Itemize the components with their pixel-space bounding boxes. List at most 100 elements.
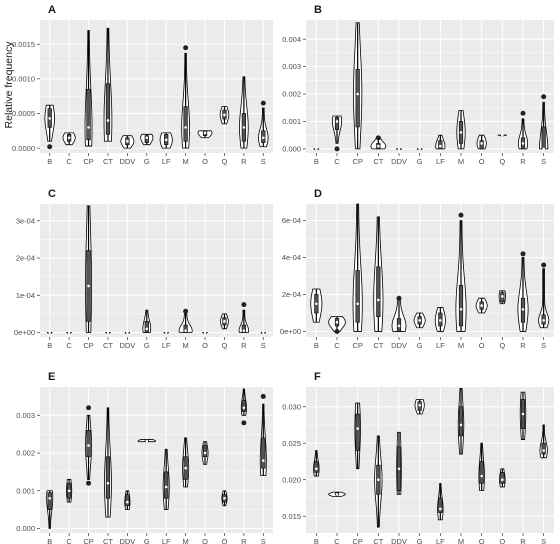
median-point [397,467,401,471]
violin-Q [219,106,230,125]
median-point [261,136,265,140]
y-tick-label: 0e+00 [280,327,301,336]
x-tick-label: M [458,537,464,544]
outlier-point [183,308,189,314]
violin-B [46,490,54,529]
violin-M [181,45,190,149]
x-tick-label: LF [436,157,445,166]
x-tick-label: DDV [391,157,407,166]
iqr-box [500,472,505,484]
violin-C [62,132,76,146]
median-point [184,329,187,332]
iqr-box [241,399,246,412]
violin-M [455,212,467,332]
median-point [145,136,149,140]
panel-background [306,387,554,533]
x-tick-label: B [47,157,52,166]
median-point [242,329,246,332]
x-tick-label: R [520,341,526,350]
violin-M [182,437,190,488]
iqr-box [202,445,208,458]
y-tick-label: 0.0015 [12,40,35,49]
median-point [480,474,483,478]
outlier-point [541,94,547,100]
violin-S [539,94,549,151]
panel-title: C [48,188,56,200]
iqr-box [144,135,149,143]
violin-CP [354,402,361,470]
panel-title: D [314,188,322,200]
iqr-box [183,324,188,333]
iqr-box [479,140,484,150]
violin-DDV [120,135,135,149]
panel-title: B [314,4,322,16]
median-point [501,478,504,482]
y-tick-label: 0.004 [282,35,301,44]
violin-B [44,104,55,150]
outlier-point [241,302,247,308]
violin-G [416,147,423,151]
median-point [164,485,168,489]
panel-background [40,204,273,337]
outlier-point [86,480,92,486]
violin-LF [437,482,444,521]
iqr-box [479,461,484,484]
x-tick-label: LF [162,341,171,350]
violin-G [142,309,152,333]
x-tick-label: CT [103,157,113,166]
median-point [315,147,318,151]
x-tick-label: G [144,537,150,544]
outlier-point [334,328,340,334]
violin-O [197,130,213,139]
iqr-box [376,266,381,317]
violin-R [517,251,529,332]
iqr-box [314,461,319,473]
panel-title: E [48,371,55,383]
x-tick-label: O [479,341,485,350]
y-tick-label: 0.000 [282,144,301,153]
violin-R [519,391,527,440]
x-tick-label: Q [499,157,505,166]
violin-CP [85,405,93,486]
median-point [48,331,52,334]
median-point [126,500,129,504]
outlier-point [260,393,266,399]
violin-B [313,147,320,151]
panel-d: 0e+00 2e-04 4e-04 6e-04 B C CP CT DDV G LF M O Q R S D [280,188,554,350]
x-tick-label: O [479,537,485,544]
median-point [184,126,187,129]
x-tick-label: S [541,157,546,166]
violin-CT [105,331,111,334]
panel-background [306,204,554,337]
x-tick-label: B [314,341,319,350]
median-point [377,478,380,482]
y-tick-label: 0.025 [282,439,301,448]
x-tick-label: Q [222,341,228,350]
x-tick-label: DDV [391,341,407,350]
median-point [164,138,168,142]
violin-S [538,262,550,329]
iqr-box [438,140,443,150]
median-point [48,117,52,120]
x-tick-label: R [241,537,247,544]
x-tick-label: LF [436,341,445,350]
violin-C [328,491,346,497]
x-tick-label: CT [373,157,383,166]
median-point [356,92,359,96]
outlier-point [86,405,92,411]
iqr-box [164,471,169,499]
outlier-point [47,144,53,150]
violin-R [238,302,250,333]
y-tick-label: 3e-04 [16,216,35,225]
median-point [397,147,401,151]
iqr-box [105,83,111,135]
x-tick-label: LF [162,537,171,544]
y-tick-label: 1e-04 [16,291,35,300]
violin-LF [163,331,169,334]
violin-G [413,312,426,329]
median-point [542,449,545,452]
y-tick-label: 0e+00 [14,328,35,337]
median-point [356,427,359,430]
x-tick-label: S [261,341,266,350]
median-point [521,142,525,145]
